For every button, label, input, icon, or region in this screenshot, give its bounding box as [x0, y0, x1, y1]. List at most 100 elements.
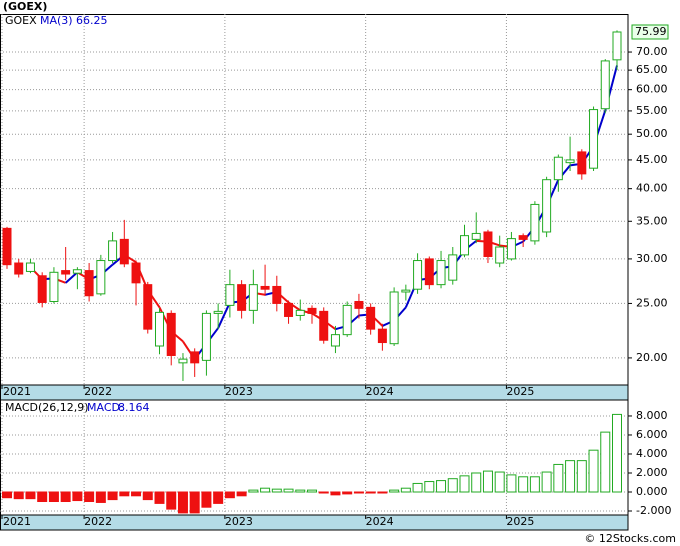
x-tick-label: 2022: [84, 385, 112, 398]
macd-bar: [201, 491, 212, 508]
macd-bar: [84, 491, 95, 503]
candle-body: [506, 238, 516, 260]
macd-bar: [482, 470, 493, 493]
macd-bar: [72, 491, 83, 502]
legend-ticker: GOEX: [5, 14, 37, 27]
candle-body: [471, 232, 481, 240]
macd-bar: [154, 491, 165, 504]
ma-segment: [217, 302, 231, 329]
y-tick-label: 6.000: [636, 428, 668, 441]
macd-bar: [365, 491, 376, 494]
y-tick-label: 55.00: [636, 104, 668, 117]
macd-bar: [565, 460, 576, 493]
macd-bar: [612, 413, 622, 493]
x-tick-label: 2025: [506, 515, 534, 528]
macd-bar: [541, 471, 552, 493]
candle-body: [84, 270, 94, 297]
macd-bar: [412, 482, 423, 493]
candle-body: [600, 60, 610, 110]
macd-bar: [424, 481, 435, 493]
y-tick-label: 20.00: [636, 351, 668, 364]
macd-bar: [342, 491, 353, 495]
candle-body: [495, 246, 505, 264]
candle-body: [377, 328, 387, 344]
candle-body: [612, 31, 622, 61]
macd-bar: [60, 491, 71, 503]
y-tick-label: 25.00: [636, 296, 668, 309]
candle-body: [413, 260, 423, 290]
candle-body: [25, 262, 35, 272]
candle-body: [553, 156, 563, 181]
candle-body: [131, 262, 141, 284]
plot-frame: [0, 14, 629, 531]
candle-body: [2, 227, 12, 266]
macd-bar: [213, 491, 224, 504]
candle-body: [389, 291, 399, 345]
y-tick-label: 50.00: [636, 127, 668, 140]
candle-body: [72, 269, 82, 274]
y-tick-label: 35.00: [636, 214, 668, 227]
x-tick-label: 2024: [366, 515, 394, 528]
candle-body: [448, 254, 458, 281]
macd-bar: [447, 478, 458, 493]
macd-bar: [2, 491, 12, 499]
ma-segment: [64, 271, 79, 284]
legend-ma-value: 66.25: [76, 14, 108, 27]
candle-body: [284, 302, 294, 317]
x-tick-label: 2024: [366, 385, 394, 398]
macd-bar: [307, 489, 317, 493]
candle-body: [565, 159, 575, 164]
candle-body: [14, 262, 24, 275]
candle-body: [201, 312, 211, 361]
macd-bar: [119, 491, 130, 497]
price-label-box: [631, 24, 669, 40]
macd-bar: [107, 491, 118, 501]
macd-bar: [177, 491, 188, 514]
macd-bar: [318, 491, 329, 494]
candle-body: [518, 235, 528, 240]
y-tick-label: 70.00: [636, 45, 668, 58]
macd-bar: [494, 471, 505, 493]
candle-body: [483, 231, 493, 257]
candle-body: [248, 284, 258, 311]
candle-body: [542, 179, 552, 233]
y-tick-label: 4.000: [636, 447, 668, 460]
macd-bar: [283, 488, 294, 493]
macd-bar: [529, 476, 540, 493]
candle-body: [401, 289, 411, 293]
candle-body: [577, 151, 587, 175]
y-tick-label: 30.00: [636, 252, 668, 265]
price-label: 75.99: [635, 25, 667, 38]
x-tick-label: 2023: [225, 385, 253, 398]
macd-bar: [248, 489, 259, 493]
macd-bar: [271, 488, 282, 493]
x-axis-band: [0, 385, 628, 400]
legend-macd-prefix: MACD:: [87, 401, 124, 414]
y-tick-label: 2.000: [636, 466, 668, 479]
macd-bar: [436, 480, 447, 493]
macd-bar: [377, 491, 388, 494]
macd-bar: [142, 491, 153, 501]
y-tick-label: 45.00: [636, 153, 668, 166]
macd-bar: [260, 487, 271, 493]
macd-bar: [518, 476, 529, 493]
candle-body: [143, 284, 153, 330]
macd-bar: [236, 491, 247, 497]
legend-ma-name: MA(3): [40, 14, 73, 27]
macd-bar: [506, 474, 517, 493]
y-tick-label: -2.000: [636, 504, 671, 517]
macd-bar: [95, 491, 106, 503]
macd-bar: [588, 449, 599, 493]
macd-bar: [13, 491, 24, 500]
macd-bar: [48, 491, 59, 503]
candle-body: [330, 334, 340, 347]
macd-bar: [353, 491, 364, 494]
x-tick-label: 2022: [84, 515, 112, 528]
candle-body: [49, 271, 59, 302]
macd-bar: [471, 472, 482, 493]
y-tick-label: 0.000: [636, 485, 668, 498]
macd-bar: [576, 460, 587, 493]
macd-bar: [131, 491, 142, 497]
